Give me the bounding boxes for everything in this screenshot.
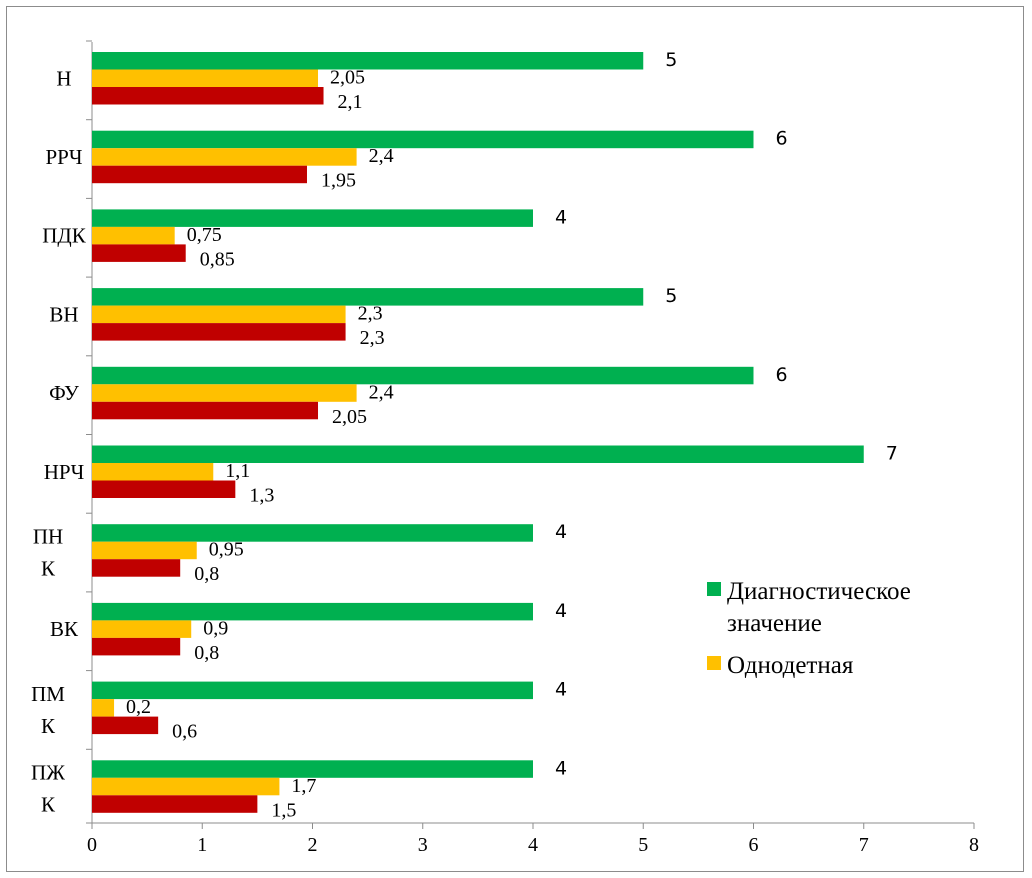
bar-series-0 <box>92 603 533 621</box>
category-label: ВН <box>49 302 78 326</box>
category-label: ВК <box>50 617 79 641</box>
bar-series-1 <box>92 227 175 245</box>
legend-label: Диагностическое <box>727 578 911 605</box>
category-label-line: К <box>41 556 56 580</box>
data-label-series-1: 1,7 <box>291 775 316 797</box>
legend-swatch <box>707 656 721 670</box>
category-label-line: ПН <box>33 524 63 548</box>
data-label-series-1: 0,95 <box>209 539 244 561</box>
data-label-series-2: 0,8 <box>194 563 219 585</box>
bar-series-2 <box>92 323 346 341</box>
data-label-series-2: 0,85 <box>200 248 235 270</box>
x-tick-label: 0 <box>87 834 97 856</box>
data-label-series-2: 2,05 <box>332 406 367 428</box>
bar-series-0 <box>92 367 754 385</box>
data-label-series-0: 5 <box>665 49 677 71</box>
bar-series-2 <box>92 244 186 262</box>
x-tick-label: 3 <box>418 834 428 856</box>
bar-series-0 <box>92 209 533 227</box>
data-label-series-0: 4 <box>555 521 567 543</box>
category-label: Н <box>56 66 71 90</box>
legend-swatch <box>707 582 721 596</box>
bar-series-2 <box>92 717 158 735</box>
category-label: ФУ <box>49 381 79 405</box>
data-label-series-2: 2,3 <box>360 327 385 349</box>
data-label-series-2: 1,3 <box>249 485 274 507</box>
category-label: РРЧ <box>45 145 82 169</box>
data-label-series-0: 4 <box>555 206 567 228</box>
data-label-series-2: 1,95 <box>321 170 356 192</box>
bar-series-0 <box>92 131 754 149</box>
bar-series-2 <box>92 402 318 420</box>
data-label-series-2: 0,8 <box>194 642 219 664</box>
bar-series-2 <box>92 795 257 813</box>
bar-series-2 <box>92 481 235 499</box>
bar-series-1 <box>92 699 114 717</box>
x-tick-label: 2 <box>308 834 318 856</box>
data-label-series-1: 2,4 <box>369 145 394 167</box>
bar-series-2 <box>92 638 180 656</box>
bar-series-2 <box>92 87 324 105</box>
data-label-series-1: 2,3 <box>358 303 383 325</box>
bar-series-2 <box>92 166 307 184</box>
bar-series-1 <box>92 384 357 402</box>
data-label-series-0: 4 <box>555 600 567 622</box>
category-label-line: К <box>41 793 56 817</box>
legend-label: значение <box>727 610 822 637</box>
bar-series-0 <box>92 446 864 464</box>
data-label-series-0: 5 <box>665 285 677 307</box>
bar-series-1 <box>92 778 279 796</box>
bar-series-1 <box>92 620 191 638</box>
data-label-series-0: 4 <box>555 679 567 701</box>
bar-series-0 <box>92 524 533 542</box>
data-label-series-2: 2,1 <box>338 91 363 113</box>
data-label-series-1: 0,9 <box>203 617 228 639</box>
data-label-series-2: 0,6 <box>172 721 197 743</box>
bar-series-0 <box>92 682 533 700</box>
data-label-series-1: 0,2 <box>126 696 151 718</box>
bar-series-0 <box>92 52 643 70</box>
x-tick-label: 5 <box>638 834 648 856</box>
data-label-series-0: 6 <box>776 128 788 150</box>
x-tick-label: 6 <box>749 834 759 856</box>
x-tick-label: 8 <box>969 834 979 856</box>
bar-series-1 <box>92 148 357 166</box>
category-label: НРЧ <box>44 460 85 484</box>
bar-series-1 <box>92 463 213 481</box>
category-label-line: ПМ <box>31 682 65 706</box>
data-label-series-1: 2,05 <box>330 67 365 89</box>
bar-series-1 <box>92 542 197 560</box>
legend-label: Однодетная <box>727 652 854 679</box>
data-label-series-0: 6 <box>776 364 788 386</box>
x-tick-label: 7 <box>859 834 869 856</box>
bar-series-1 <box>92 70 318 88</box>
data-label-series-1: 2,4 <box>369 381 394 403</box>
x-tick-label: 1 <box>197 834 207 856</box>
category-label-line: К <box>41 714 56 738</box>
data-label-series-1: 1,1 <box>225 460 250 482</box>
data-label-series-0: 7 <box>886 443 898 465</box>
bar-series-2 <box>92 559 180 577</box>
data-label-series-0: 4 <box>555 757 567 779</box>
x-tick-label: 4 <box>528 834 538 856</box>
data-label-series-1: 0,75 <box>187 224 222 246</box>
data-label-series-2: 1,5 <box>271 799 296 821</box>
category-label-line: ПЖ <box>31 761 65 785</box>
bar-series-1 <box>92 306 346 324</box>
category-label: ПДК <box>42 224 86 248</box>
